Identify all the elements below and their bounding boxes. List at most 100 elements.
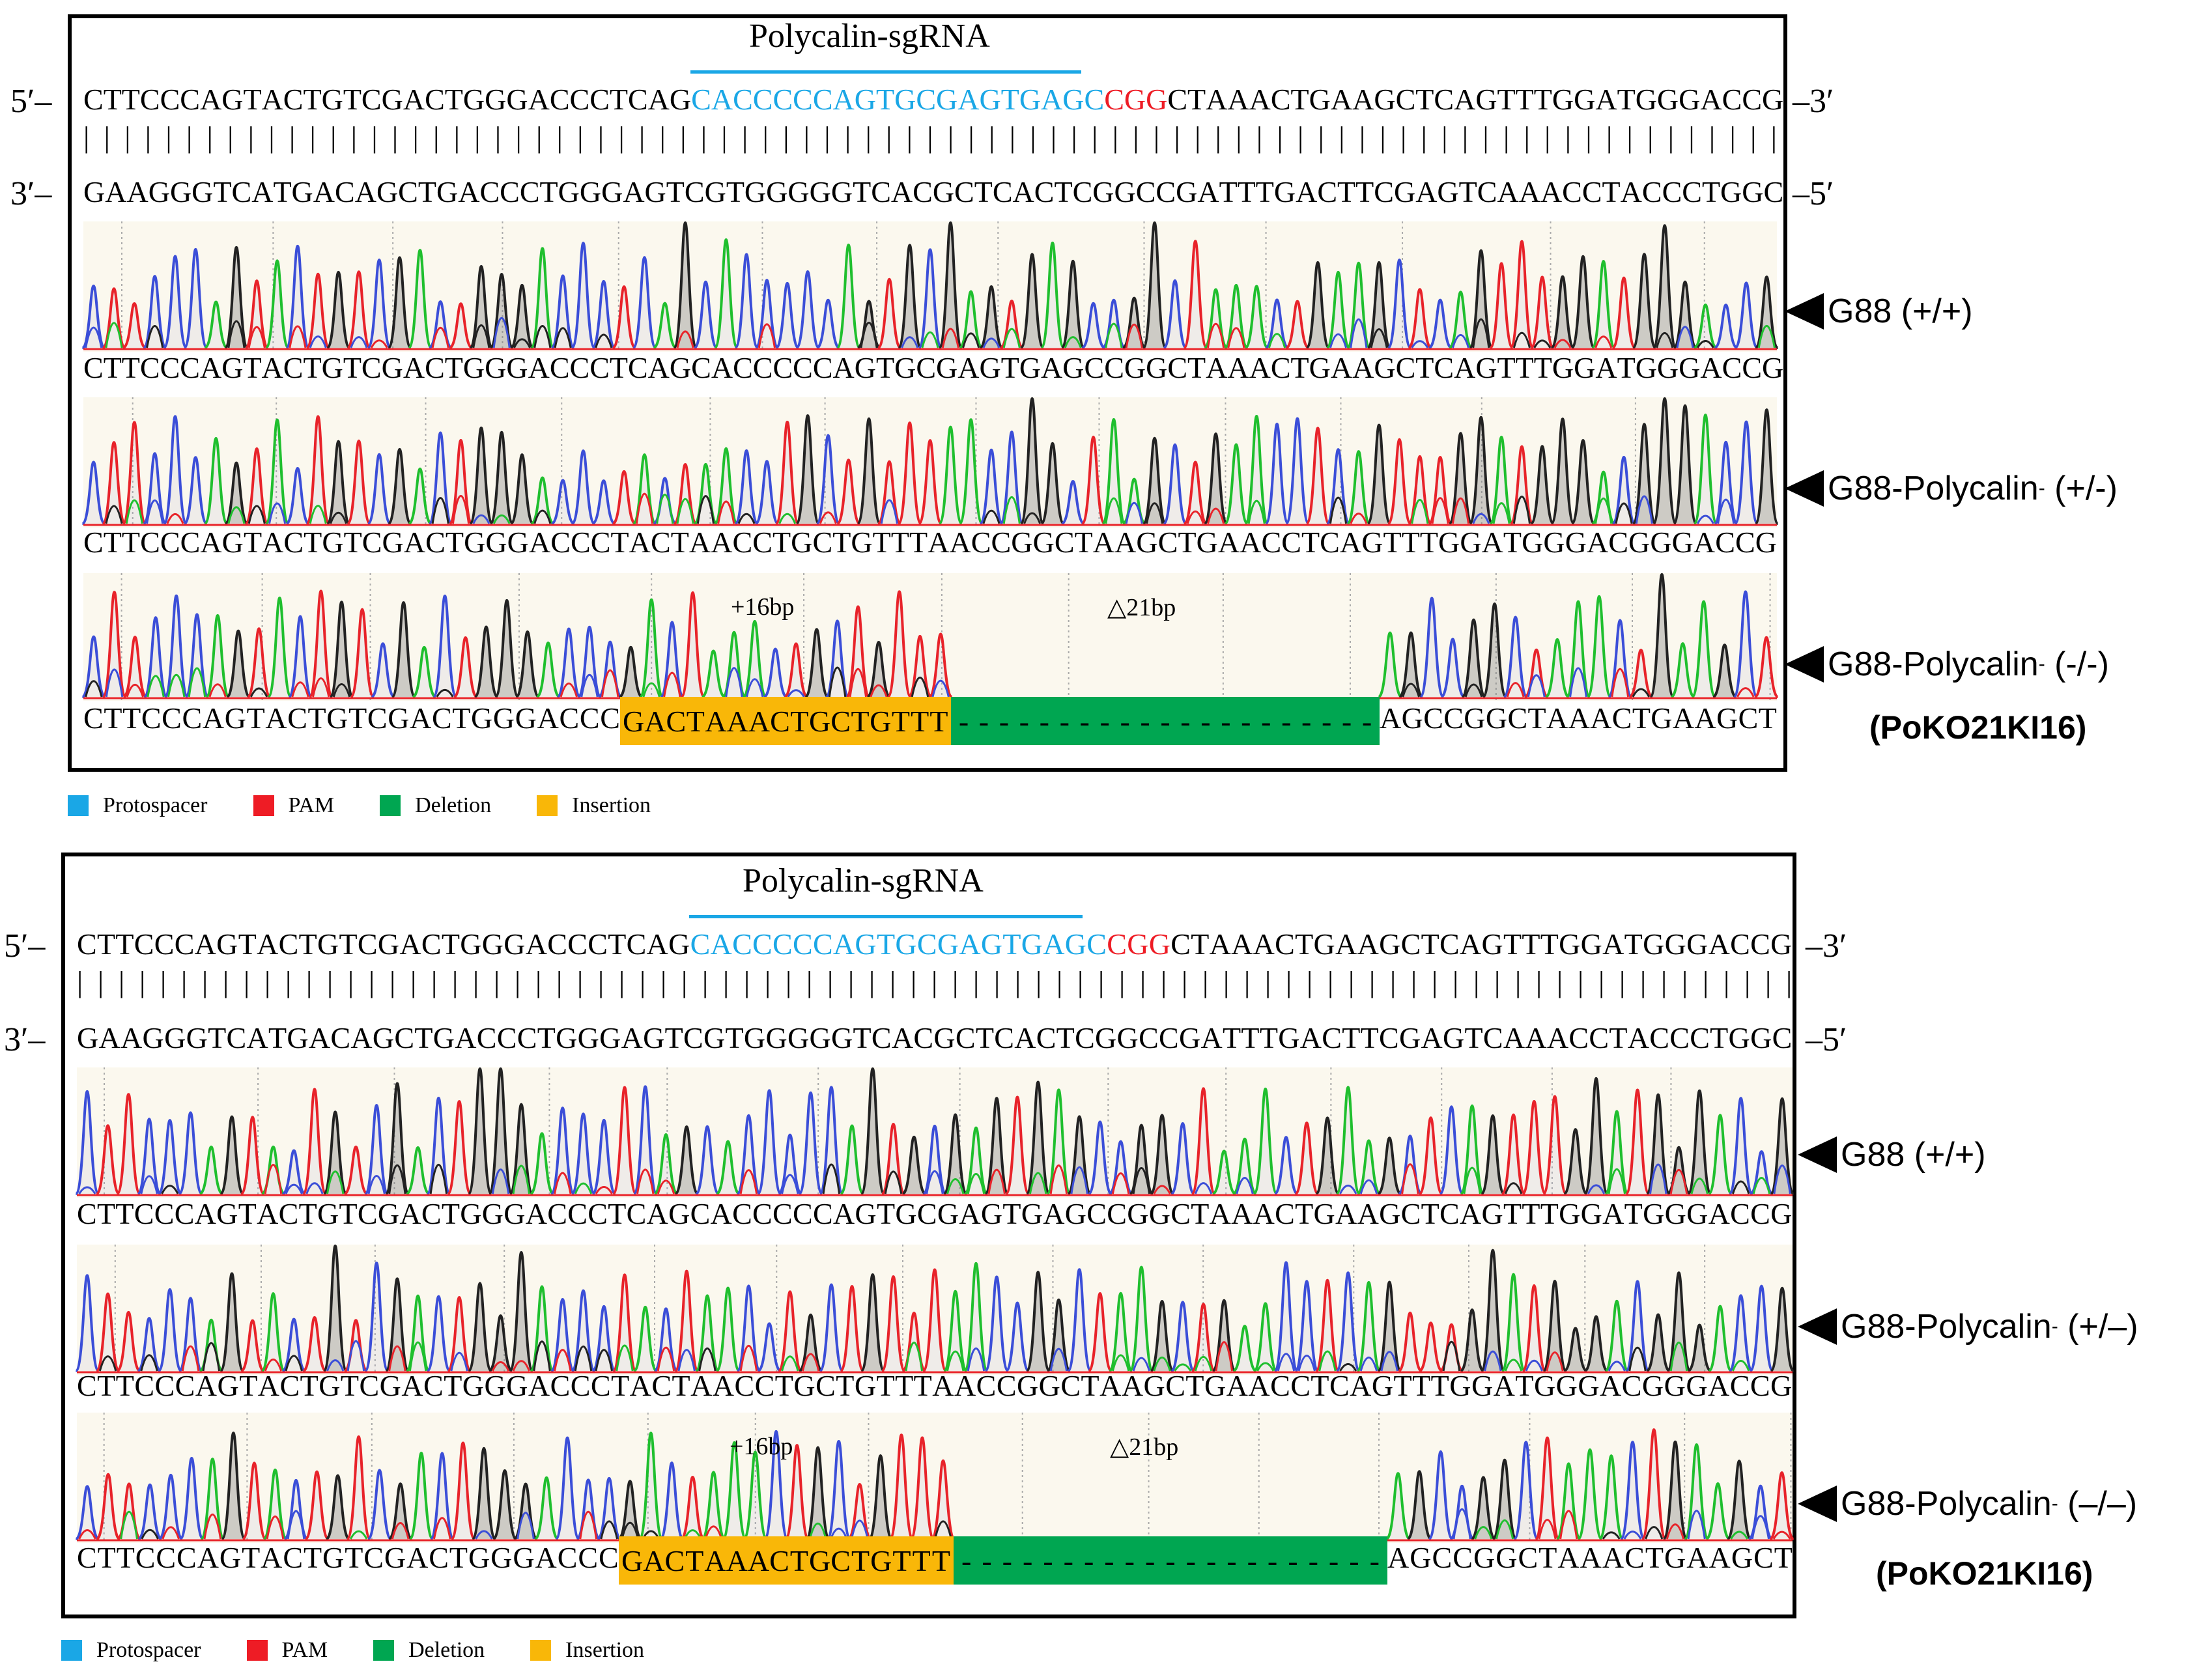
trace-peak-C xyxy=(1607,619,1633,698)
base: | xyxy=(1339,120,1345,154)
base: A xyxy=(949,526,971,559)
trace-noise xyxy=(808,1522,827,1540)
trace-peak-A xyxy=(958,418,984,525)
base: G xyxy=(1552,351,1574,384)
base: G xyxy=(577,1021,599,1054)
deletion-label: △21bp xyxy=(1110,1433,1179,1461)
base: T xyxy=(1533,351,1552,384)
trace-peak-C xyxy=(984,1275,1010,1372)
trace-peak-T xyxy=(1418,1116,1444,1195)
trace-peak-C xyxy=(571,1112,596,1195)
legend-label: Protospacer xyxy=(96,1638,201,1662)
trace-noise xyxy=(1002,328,1021,348)
base: A xyxy=(623,175,645,208)
base: G xyxy=(1011,526,1033,559)
base: C xyxy=(361,351,382,384)
trace-peak-C xyxy=(754,279,780,349)
base: | xyxy=(1585,120,1592,154)
trace-peak-C xyxy=(1748,1284,1774,1372)
base: G xyxy=(224,701,246,735)
trace-peak-G xyxy=(1122,296,1146,349)
trace-noise xyxy=(1132,1167,1151,1194)
base: C xyxy=(651,1369,672,1402)
legend-label: Deletion xyxy=(408,1638,485,1662)
base: A xyxy=(350,1021,373,1054)
base: A xyxy=(1200,1021,1223,1054)
base: G xyxy=(1522,526,1544,559)
base: C xyxy=(1562,175,1582,208)
trace-peak-T xyxy=(611,285,637,349)
trace-peak-C xyxy=(1162,279,1188,349)
trace-noise xyxy=(431,497,449,524)
trace-peak-T xyxy=(343,1145,368,1195)
base: A xyxy=(246,1021,268,1054)
legend-swatch xyxy=(530,1640,552,1661)
trace-noise xyxy=(1132,1357,1151,1372)
base: G xyxy=(787,175,810,208)
clone-id: (PoKO21KI16) xyxy=(1869,709,2087,746)
deletion-box: --------------------- xyxy=(951,697,1380,745)
base: G xyxy=(936,351,958,384)
base: G xyxy=(1574,351,1596,384)
base: | xyxy=(410,965,417,998)
base: C xyxy=(1086,927,1107,961)
trace-peak-G xyxy=(795,414,821,525)
base: A xyxy=(932,1369,954,1402)
base: C xyxy=(1270,1369,1290,1402)
trace-noise xyxy=(880,499,898,524)
base: | xyxy=(330,120,337,154)
trace-peak-A xyxy=(963,1262,989,1372)
trace-peak-C xyxy=(550,274,576,349)
trace-noise xyxy=(1256,1362,1275,1372)
base: G xyxy=(515,701,537,735)
trace-noise xyxy=(512,1164,531,1194)
base: - xyxy=(1267,1544,1278,1577)
trace-peak-A xyxy=(405,1294,431,1372)
base: G xyxy=(1679,83,1701,116)
base: T xyxy=(1774,1541,1793,1574)
legend-label: Insertion xyxy=(565,1638,645,1662)
trace-noise xyxy=(1111,1354,1130,1372)
base: G xyxy=(980,1197,1003,1230)
trace-noise xyxy=(1153,1185,1171,1194)
base: | xyxy=(1056,965,1063,998)
base: C xyxy=(1135,175,1156,208)
trace-noise xyxy=(285,1183,303,1194)
trace-peak-A xyxy=(1604,1299,1630,1372)
trace-peak-T xyxy=(448,438,474,525)
base: T xyxy=(537,1021,556,1054)
trace-noise xyxy=(1174,1363,1192,1372)
base: - xyxy=(1328,1544,1339,1577)
base: G xyxy=(460,927,482,961)
trace-peak-G xyxy=(322,1244,348,1372)
trace-peak-A xyxy=(530,247,556,349)
base: T xyxy=(610,526,629,559)
base: C xyxy=(971,526,991,559)
base: T xyxy=(1002,1197,1021,1230)
base: C xyxy=(139,351,160,384)
trace-peak-G xyxy=(938,221,963,349)
base: G xyxy=(1559,927,1581,961)
base: A xyxy=(1335,927,1357,961)
legend-item: Protospacer xyxy=(68,793,208,818)
base: | xyxy=(431,965,438,998)
base: C xyxy=(626,927,647,961)
base: A xyxy=(535,1541,557,1574)
legend-item: Deletion xyxy=(380,793,491,818)
base: | xyxy=(453,120,460,154)
base: T xyxy=(449,1541,468,1574)
trace-peak-A xyxy=(1385,1472,1411,1540)
base: | xyxy=(186,120,193,154)
trace-peak-G xyxy=(1142,221,1167,349)
base: | xyxy=(1215,120,1221,154)
trace-peak-A xyxy=(264,418,290,525)
trace-noise xyxy=(227,506,246,524)
base: C xyxy=(425,526,446,559)
trace-peak-A xyxy=(715,1286,741,1372)
trace-peak-T xyxy=(784,1444,810,1540)
base: - xyxy=(1361,704,1372,738)
base: - xyxy=(1160,704,1170,738)
base: T xyxy=(608,927,627,961)
base: | xyxy=(1071,120,1077,154)
